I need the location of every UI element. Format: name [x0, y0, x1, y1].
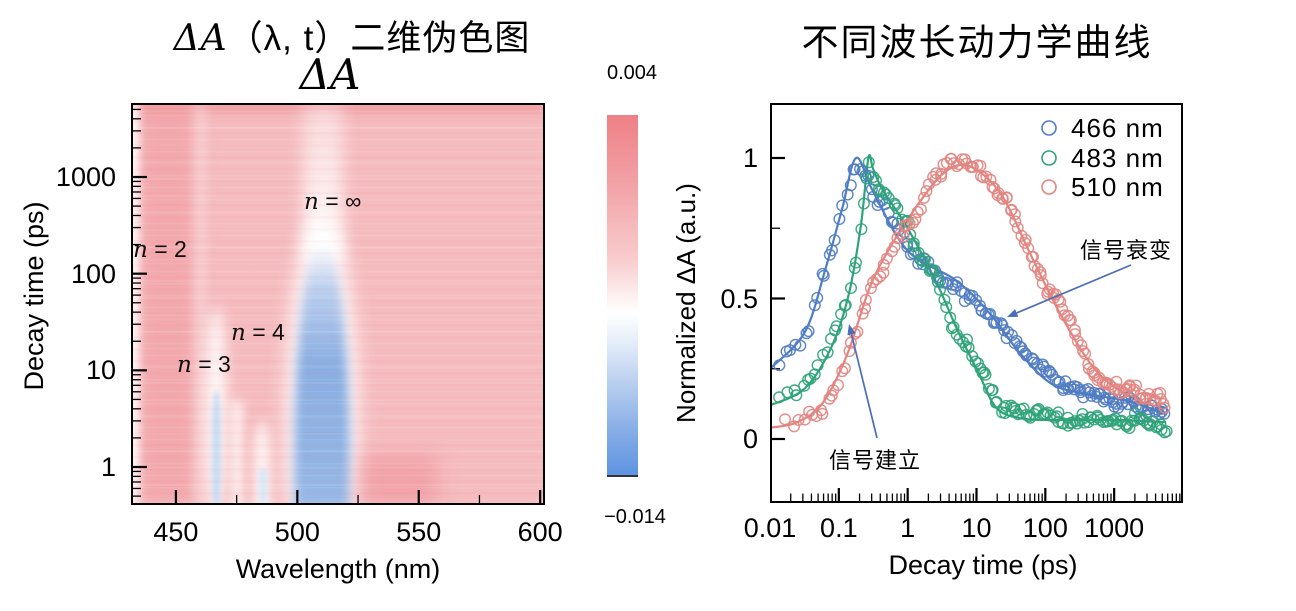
heatmap-red-left-column [139, 103, 197, 505]
heatmap-banding [131, 103, 545, 505]
right-x-tick-label-1: 1 [900, 513, 916, 543]
scatter-483nm [773, 156, 1173, 439]
legend-marker-483nm [1041, 150, 1057, 166]
left-plot-frame [131, 103, 545, 505]
bleach-band-466-core [212, 391, 221, 505]
legend-marker-510nm [1041, 179, 1057, 195]
left-y-axis-label: Decay time (ps) [19, 201, 49, 391]
annotation-n3: n = 3 [177, 351, 231, 378]
heatmap-left-edge [131, 103, 139, 505]
left-panel-title: ΔA（λ, t）二维伪色图 [132, 10, 572, 61]
annotation-n4: n = 4 [231, 319, 285, 346]
left-title-text: （λ, t）二维伪色图 [227, 19, 531, 58]
legend-label-466nm: 466 nm [1071, 112, 1164, 143]
colorbar-min-label: −0.014 [604, 506, 666, 528]
legend-label-483nm: 483 nm [1071, 142, 1164, 173]
right-x-tick-label-10: 10 [961, 513, 992, 543]
left-title-math: ΔA [173, 18, 228, 59]
right-x-axis-label: Decay time (ps) [888, 550, 1078, 580]
right-x-tick-label-0.01: 0.01 [743, 513, 797, 543]
right-y-ticks [772, 156, 785, 441]
colorbar [607, 115, 638, 477]
colorbar-max-label: 0.004 [606, 62, 658, 84]
left-y-tick-label-100: 100 [70, 258, 116, 289]
left-plot-axes [131, 103, 545, 505]
arrow-signal-buildup [847, 324, 878, 439]
right-x-tick-label-0.1: 0.1 [820, 513, 858, 543]
scatter-466nm [773, 163, 1171, 422]
annotation-signal-decay: 信号衰变 [1080, 238, 1173, 263]
left-x-tick-label-600: 600 [517, 517, 563, 547]
bleach-band-445 [193, 103, 207, 505]
right-x-ticks [770, 488, 1181, 501]
right-y-axis-label: Normalized ΔA (a.u.) [671, 183, 701, 423]
right-x-tick-label-100: 100 [1022, 513, 1068, 543]
arrow-signal-decay [1007, 264, 1132, 317]
right-y-tick-label-0: 0 [742, 424, 758, 454]
right-y-tick-label-1: 1 [742, 143, 758, 173]
bleach-band-486-core [259, 469, 267, 505]
annotation-signal-buildup: 信号建立 [829, 448, 922, 473]
legend-item-483nm: 483 nm [1040, 143, 1164, 173]
left-panel-subtitle: ΔA [299, 50, 361, 99]
right-y-tick-label-0.5: 0.5 [720, 283, 758, 314]
kinetics-plot [770, 103, 1183, 503]
left-x-axis-label: Wavelength (nm) [235, 554, 441, 584]
left-y-ticks [133, 108, 147, 497]
bleach-band-475 [231, 401, 243, 505]
left-y-tick-label-1: 1 [100, 452, 116, 482]
left-y-tick-label-10: 10 [85, 355, 116, 386]
legend-label-510nm: 510 nm [1071, 171, 1164, 202]
legend-marker-466nm [1041, 120, 1057, 136]
left-x-ticks [174, 490, 542, 503]
scatter-510nm [778, 152, 1171, 433]
right-panel-title: 不同波长动力学曲线 [801, 22, 1153, 63]
right-plot-frame [770, 103, 1183, 503]
legend-item-510nm: 510 nm [1040, 172, 1164, 202]
left-y-tick-label-1000: 1000 [55, 161, 116, 192]
left-x-tick-label-500: 500 [274, 517, 320, 547]
annotation-n2: n = 2 [133, 236, 187, 263]
heatmap-plot: n = 2 n = 3 n = 4 n = ∞ [131, 103, 545, 505]
legend-item-466nm: 466 nm [1040, 113, 1164, 143]
heatmap-red-patch [359, 455, 437, 505]
kinetics-series [772, 152, 1173, 439]
left-x-tick-label-550: 550 [396, 517, 442, 547]
right-x-tick-label-1000: 1000 [1084, 513, 1145, 543]
left-x-tick-label-450: 450 [153, 517, 199, 547]
annotation-ninf: n = ∞ [304, 188, 362, 215]
